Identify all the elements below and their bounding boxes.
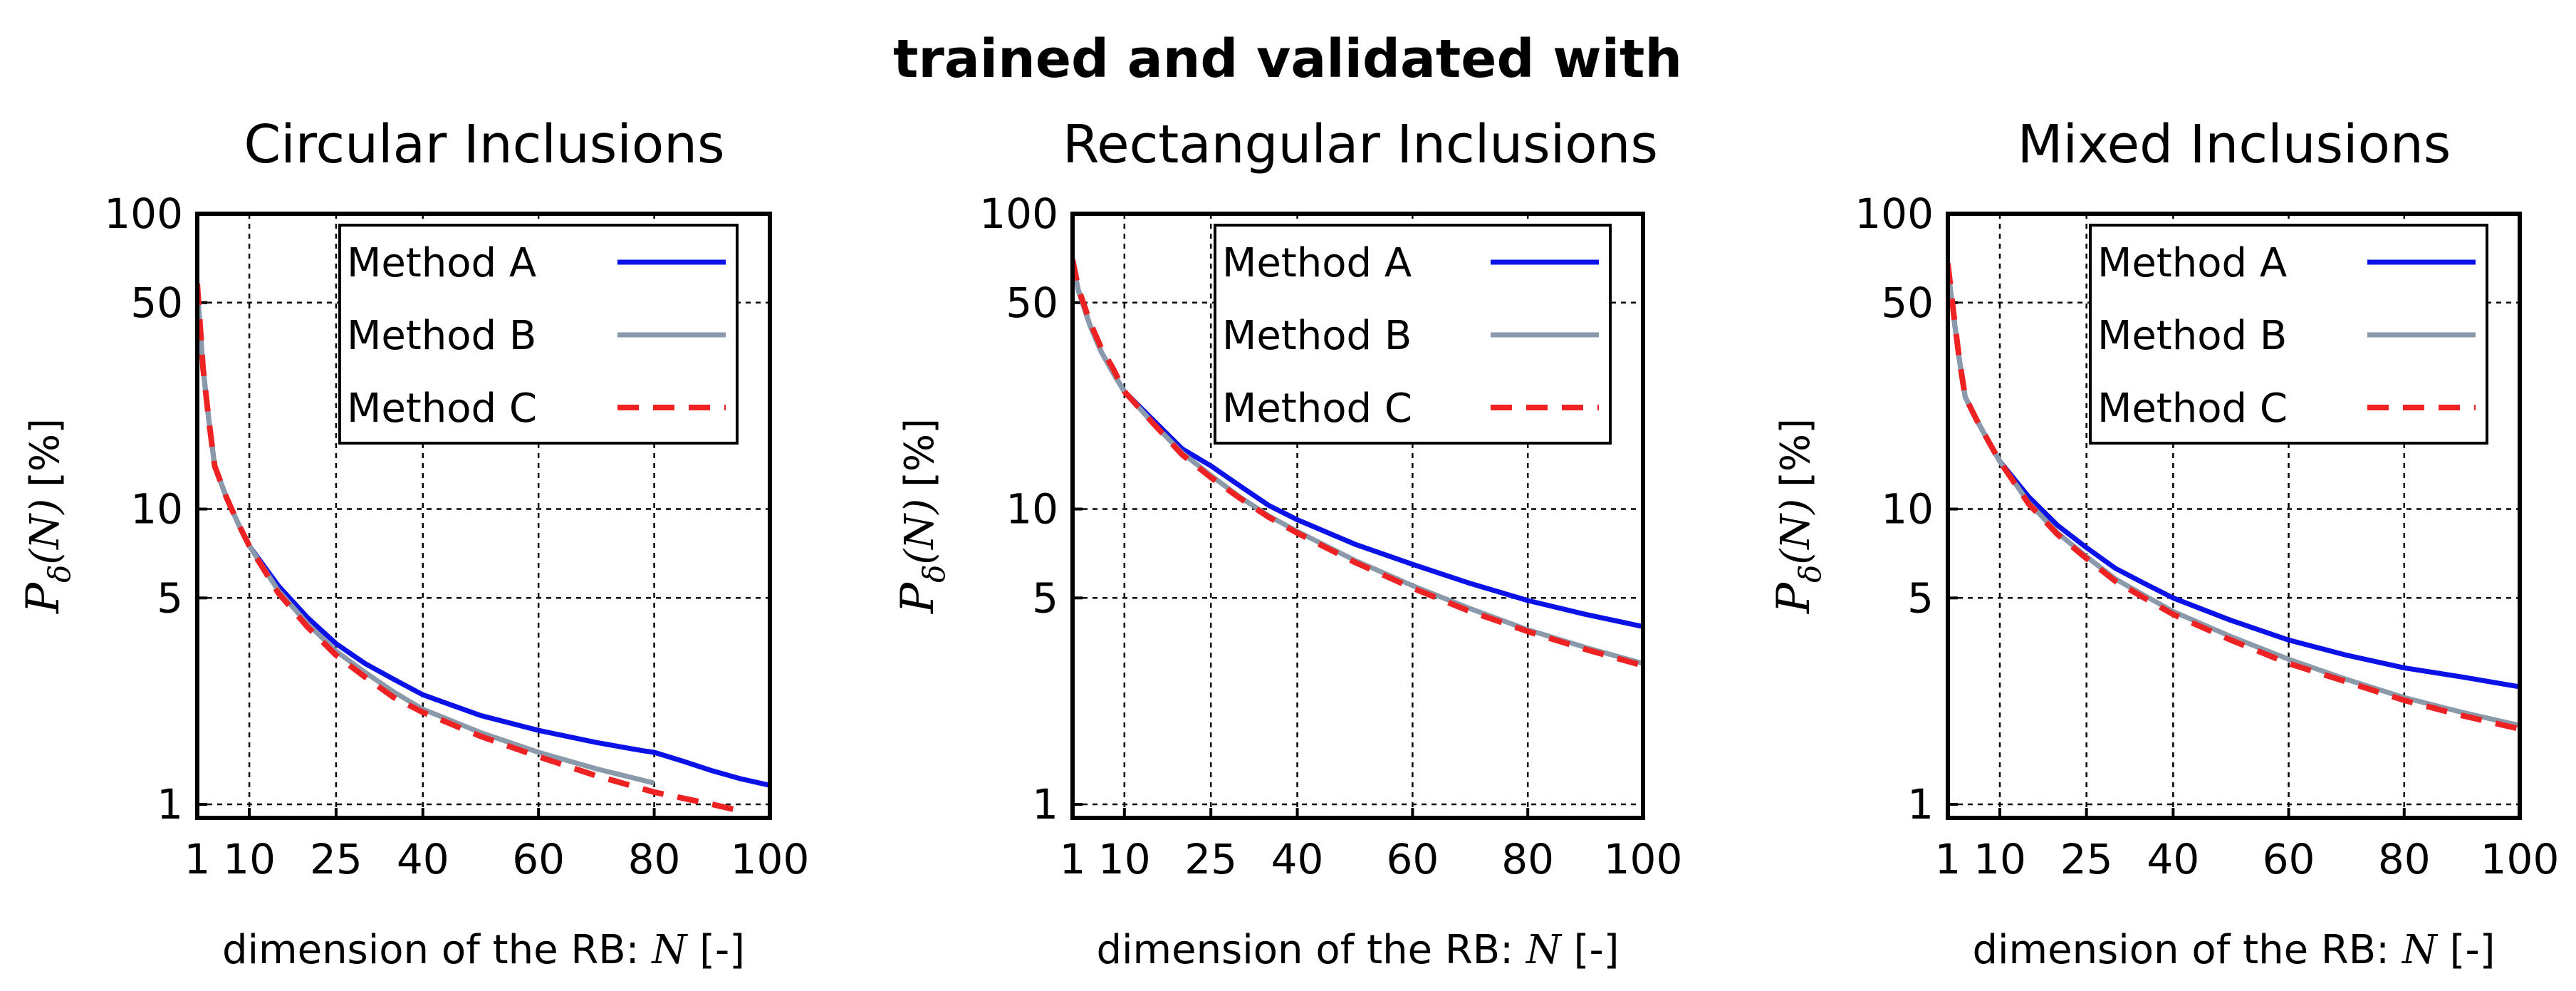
x-tick-label: 25 [310,835,363,883]
y-tick-label: 50 [130,279,183,327]
x-tick-label: 1 [1935,835,1961,883]
y-tick-label: 100 [1855,190,1934,238]
x-axis-label: dimension of the RB: N [-] [1096,927,1619,973]
y-tick-label: 100 [104,190,183,238]
legend-label: Method A [2097,240,2287,286]
legend-label: Method B [2097,313,2287,359]
y-tick-label: 50 [1881,279,1934,327]
plot-frame [195,212,772,820]
x-tick-label: 100 [2481,835,2560,883]
x-tick-label: 10 [1098,835,1151,883]
x-tick-label: 80 [1501,835,1554,883]
y-tick-label: 50 [1006,279,1058,327]
legend-label: Method C [1222,385,1412,432]
panel-title: Rectangular Inclusions [1063,114,1658,175]
x-tick-label: 25 [2060,835,2113,883]
y-tick-label: 5 [157,574,183,622]
legend-label: Method A [347,240,536,286]
y-tick-label: 1 [1032,780,1058,829]
x-axis-label: dimension of the RB: N [-] [222,927,745,973]
x-tick-label: 10 [1973,835,2026,883]
legend-label: Method A [1222,240,1412,286]
figure-suptitle: trained and validated with [893,28,1682,90]
x-tick-label: 1 [1060,835,1086,883]
series-line-method-c [197,283,742,814]
y-tick-label: 1 [1907,780,1934,829]
plot-frame [1070,212,1645,820]
x-tick-label: 100 [1604,835,1683,883]
y-tick-label: 10 [1881,485,1934,534]
x-tick-label: 60 [1386,835,1439,883]
legend: Method A Method B Method C [338,224,739,445]
y-axis-label: Pδ(N)[%] [1768,418,1827,614]
x-tick-label: 10 [223,835,276,883]
y-tick-label: 5 [1032,574,1058,622]
legend: Method A Method B Method C [1214,224,1612,445]
x-tick-label: 80 [628,835,681,883]
y-tick-label: 100 [979,190,1058,238]
legend-label: Method C [2097,385,2288,432]
x-tick-label: 60 [512,835,565,883]
panel-title: Circular Inclusions [244,114,724,175]
legend: Method A Method B Method C [2089,224,2488,445]
legend-label: Method B [1222,313,1412,359]
x-tick-label: 100 [731,835,810,883]
y-tick-label: 1 [157,780,183,829]
x-tick-label: 80 [2378,835,2431,883]
y-tick-label: 5 [1907,574,1934,622]
x-tick-label: 40 [2147,835,2199,883]
plot-frame [1946,212,2522,820]
x-tick-label: 1 [184,835,211,883]
y-tick-label: 10 [130,485,183,534]
legend-label: Method C [347,385,537,432]
x-tick-label: 60 [2263,835,2315,883]
legend-label: Method B [347,313,536,359]
x-axis-label: dimension of the RB: N [-] [1972,927,2495,973]
series-line-method-c [1073,259,1643,669]
x-tick-label: 40 [397,835,449,883]
y-axis-label: Pδ(N)[%] [17,418,77,614]
x-tick-label: 25 [1184,835,1237,883]
y-axis-label: Pδ(N)[%] [892,418,951,614]
y-tick-label: 10 [1006,485,1058,534]
x-tick-label: 40 [1271,835,1324,883]
series-line-method-c [1948,262,2520,732]
panel-title: Mixed Inclusions [2018,114,2451,175]
